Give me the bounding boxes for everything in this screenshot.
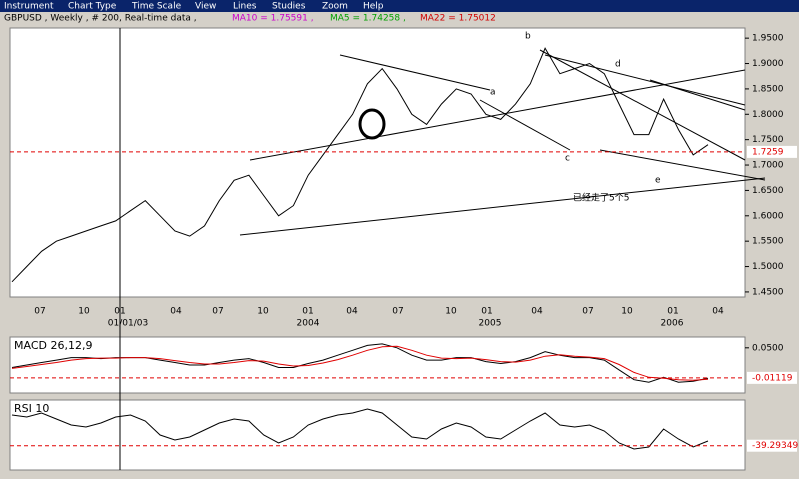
menu-item[interactable]: Chart Type <box>68 2 117 12</box>
menu-item[interactable]: Studies <box>272 2 306 12</box>
annotation: b <box>525 32 531 42</box>
x-tick-label: 01 <box>667 307 678 317</box>
y-tick-label: 1.6000 <box>752 211 784 221</box>
x-tick-label: 07 <box>212 307 223 317</box>
y-tick-label: 0.0500 <box>752 343 784 353</box>
menu-item[interactable]: Zoom <box>322 2 348 12</box>
trend-line <box>544 54 746 106</box>
current-box <box>747 371 797 384</box>
x-tick-label: 10 <box>257 307 269 317</box>
x-year-label: 2005 <box>479 319 502 329</box>
ma10: MA10 = 1.75591 , <box>232 14 314 24</box>
trend-line <box>479 99 571 151</box>
annotation: e <box>655 176 661 186</box>
menu-bar <box>0 0 799 12</box>
annotation: c <box>565 154 570 164</box>
signal-line <box>11 345 709 381</box>
current-label: -39.29349 <box>752 441 798 451</box>
x-tick-label: 01 <box>114 307 125 317</box>
trend-line <box>649 79 746 111</box>
x-tick-label: 04 <box>346 307 358 317</box>
menu-item[interactable]: Lines <box>233 2 257 12</box>
y-tick-label: 1.9500 <box>752 34 784 44</box>
menu-item[interactable]: Instrument <box>4 2 54 12</box>
annotation: a <box>490 88 496 98</box>
current-box <box>747 145 797 158</box>
y-tick-label: 1.4500 <box>752 287 784 297</box>
y-tick-label: 1.6500 <box>752 186 784 196</box>
panel-label: RSI 10 <box>14 402 49 415</box>
x-tick-label: 01 <box>302 307 313 317</box>
x-year-label: 01/01/03 <box>108 319 148 329</box>
x-tick-label: 07 <box>582 307 593 317</box>
x-tick-label: 07 <box>34 307 45 317</box>
trend-line <box>249 69 746 161</box>
panel-label: MACD 26,12,9 <box>14 339 92 352</box>
y-tick-label: 1.5500 <box>752 237 784 247</box>
symbol: GBPUSD , Weekly , # 200, Real-time data … <box>4 14 197 24</box>
x-tick-label: 01 <box>481 307 492 317</box>
trend-line <box>599 149 766 181</box>
x-tick-label: 04 <box>531 307 543 317</box>
trend-line <box>339 54 491 91</box>
x-year-label: 2004 <box>297 319 320 329</box>
x-tick-label: 10 <box>78 307 90 317</box>
current-label: -0.01119 <box>752 373 793 383</box>
current-label: 1.7259 <box>752 147 784 157</box>
trend-lines <box>239 49 766 236</box>
menu-item[interactable]: Help <box>363 2 384 12</box>
menu-item[interactable]: Time Scale <box>131 2 182 12</box>
annotation: d <box>615 60 621 70</box>
x-tick-label: 07 <box>392 307 403 317</box>
x-tick-label: 04 <box>712 307 724 317</box>
y-tick-label: 1.7000 <box>752 161 784 171</box>
x-tick-label: 10 <box>621 307 633 317</box>
current-box <box>747 439 797 452</box>
y-tick-label: 1.8500 <box>752 84 784 94</box>
trend-line <box>239 177 766 236</box>
rsi-line <box>11 408 709 450</box>
y-tick-label: 1.8000 <box>752 110 784 120</box>
x-tick-label: 04 <box>170 307 182 317</box>
x-year-label: 2006 <box>661 319 684 329</box>
price-line <box>11 47 709 283</box>
menu-item[interactable]: View <box>195 2 216 12</box>
circle-mark <box>358 108 386 140</box>
macd-panel <box>9 336 746 394</box>
ma22: MA22 = 1.75012 <box>420 14 496 24</box>
y-tick-label: 1.9000 <box>752 59 784 69</box>
annotation: 已经走了5个5 <box>573 192 629 204</box>
ma5: MA5 = 1.74258 , <box>330 14 406 24</box>
y-tick-label: 1.7500 <box>752 135 784 145</box>
y-tick-label: 1.5000 <box>752 262 784 272</box>
menu: Instrument Chart Type Time Scale View Lines S… <box>4 2 384 12</box>
x-tick-label: 10 <box>445 307 457 317</box>
